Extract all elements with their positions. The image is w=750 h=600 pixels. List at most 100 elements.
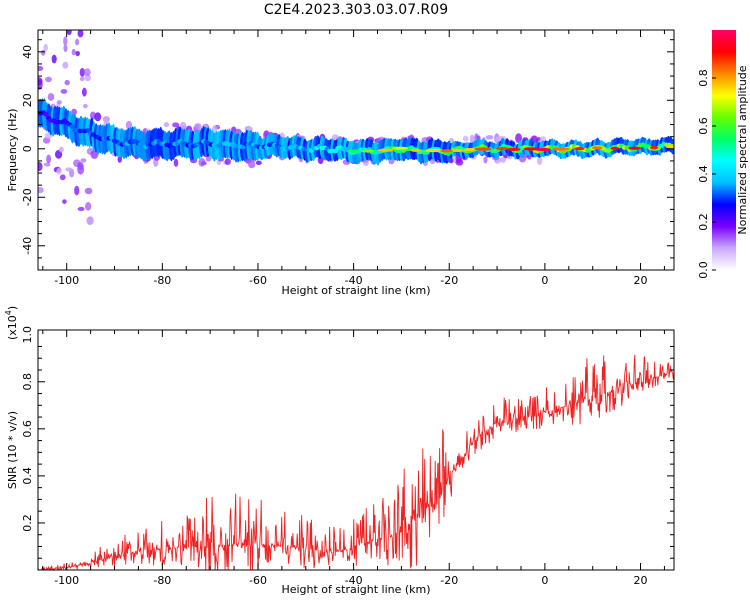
heatmap-cell xyxy=(79,67,85,77)
heatmap-cell xyxy=(59,174,66,181)
snr-scale-exponent: 4 xyxy=(4,310,13,315)
heatmap-cell xyxy=(409,148,422,152)
x-tick-label: -80 xyxy=(153,274,171,287)
heatmap-cell xyxy=(255,160,262,166)
heatmap-cell xyxy=(75,38,80,46)
heatmap-cell xyxy=(74,185,80,196)
y-tick-label: 0 xyxy=(21,145,34,152)
snr-panel: -100 -80 -60 -40 -20 0 20 0.2 0.4 0.6 0.8 1.0 Heigh… xyxy=(4,306,675,596)
heatmap-cell xyxy=(248,160,256,169)
y-tick-label: 0.8 xyxy=(21,373,34,391)
heatmap-cell xyxy=(552,147,570,151)
snr-ticks: -100 -80 -60 -40 -20 0 20 0.2 0.4 0.6 0.8 1.0 xyxy=(21,326,674,587)
spectrogram-ticks: -100 -80 -60 -40 -20 0 20 -40 -20 0 20 40 xyxy=(21,30,674,287)
heatmap-cell xyxy=(71,108,77,116)
snr-background xyxy=(38,330,674,570)
heatmap-cell xyxy=(610,146,620,150)
x-tick-label: 20 xyxy=(634,274,648,287)
heatmap-cell xyxy=(66,30,72,36)
heatmap-cell xyxy=(38,161,43,172)
heatmap-cell xyxy=(62,199,67,204)
heatmap-cell xyxy=(69,124,75,129)
heatmap-cell xyxy=(84,68,91,76)
heatmap-cell xyxy=(77,164,85,175)
x-tick-label: -100 xyxy=(54,574,79,587)
heatmap-cell xyxy=(377,148,394,152)
heatmap-cell xyxy=(455,159,464,166)
heatmap-cell xyxy=(347,149,361,153)
heatmap-cell xyxy=(47,92,55,101)
heatmap-cell xyxy=(89,111,96,120)
heatmap-cell xyxy=(82,103,88,109)
colorbar-tick-label: 0.8 xyxy=(697,69,710,87)
snr-xlabel: Height of straight line (km) xyxy=(281,583,430,596)
heatmap-cell xyxy=(90,150,99,159)
heatmap-cell xyxy=(591,146,603,150)
heatmap-cell xyxy=(43,112,49,117)
colorbar-ticks: 0.0 0.2 0.4 0.6 0.8 xyxy=(697,69,716,279)
heatmap-cell xyxy=(43,43,48,52)
heatmap-cell xyxy=(94,112,102,122)
snr-frame xyxy=(37,329,675,571)
heatmap-cell xyxy=(56,100,62,105)
x-tick-label: -40 xyxy=(345,274,363,287)
heatmap-cell xyxy=(62,61,69,69)
spectrogram-marks xyxy=(38,30,674,226)
y-tick-label: 40 xyxy=(21,45,34,59)
heatmap-cell xyxy=(173,158,179,167)
heatmap-cell xyxy=(43,162,51,167)
heatmap-cell xyxy=(463,147,477,152)
x-tick-label: 0 xyxy=(541,574,548,587)
heatmap-cell xyxy=(163,122,170,128)
heatmap-cell xyxy=(86,216,94,226)
heatmap-cell xyxy=(180,121,186,129)
spectrogram-panel: -100 -80 -60 -40 -20 0 20 -40 -20 0 20 40 Height of… xyxy=(6,29,675,297)
heatmap-cell xyxy=(84,73,91,82)
spectrogram-frame xyxy=(37,29,675,271)
heatmap-cell xyxy=(85,128,91,133)
heatmap-cell xyxy=(462,135,469,142)
heatmap-cell xyxy=(51,54,57,64)
heatmap-cell xyxy=(506,147,521,151)
colorbar-scale xyxy=(712,30,736,270)
heatmap-cell xyxy=(56,168,62,175)
x-tick-label: -60 xyxy=(249,574,267,587)
heatmap-cell xyxy=(82,87,87,97)
spectrogram-xlabel: Height of straight line (km) xyxy=(281,284,430,297)
x-tick-label: -80 xyxy=(153,574,171,587)
heatmap-cell xyxy=(77,206,85,212)
heatmap-cell xyxy=(440,149,454,153)
heatmap-cell xyxy=(77,30,84,38)
heatmap-cell xyxy=(64,79,70,86)
heatmap-cell xyxy=(117,155,122,163)
heatmap-cell xyxy=(79,76,85,82)
y-tick-label: 0.2 xyxy=(21,514,34,532)
heatmap-cell xyxy=(200,161,207,166)
heatmap-cell xyxy=(46,154,52,164)
snr-scale-prefix: (x10 xyxy=(6,315,19,340)
heatmap-cell xyxy=(452,148,464,153)
heatmap-cell xyxy=(205,156,212,162)
colorbar-tick-label: 0.6 xyxy=(697,117,710,135)
heatmap-cell xyxy=(58,146,64,153)
snr-scale-suffix: ) xyxy=(6,306,19,310)
heatmap-cell xyxy=(63,44,68,53)
heatmap-cell xyxy=(483,156,488,164)
heatmap-cell xyxy=(500,156,507,163)
heatmap-cell xyxy=(449,137,454,143)
heatmap-cell xyxy=(60,89,68,94)
heatmap-cell xyxy=(628,146,641,150)
heatmap-cell xyxy=(71,48,76,56)
x-tick-label: -60 xyxy=(249,274,267,287)
x-tick-label: -20 xyxy=(440,574,458,587)
heatmap-cell xyxy=(534,147,552,152)
snr-ylabel: SNR (10 * v/v) xyxy=(6,411,19,489)
snr-series-line xyxy=(38,354,674,570)
heatmap-cell xyxy=(125,120,133,130)
snr-scale-label: (x104) xyxy=(4,306,19,340)
heatmap-cell xyxy=(65,167,73,172)
y-tick-label: 1.0 xyxy=(21,326,34,344)
x-tick-label: -40 xyxy=(345,574,363,587)
y-tick-label: 20 xyxy=(21,93,34,107)
